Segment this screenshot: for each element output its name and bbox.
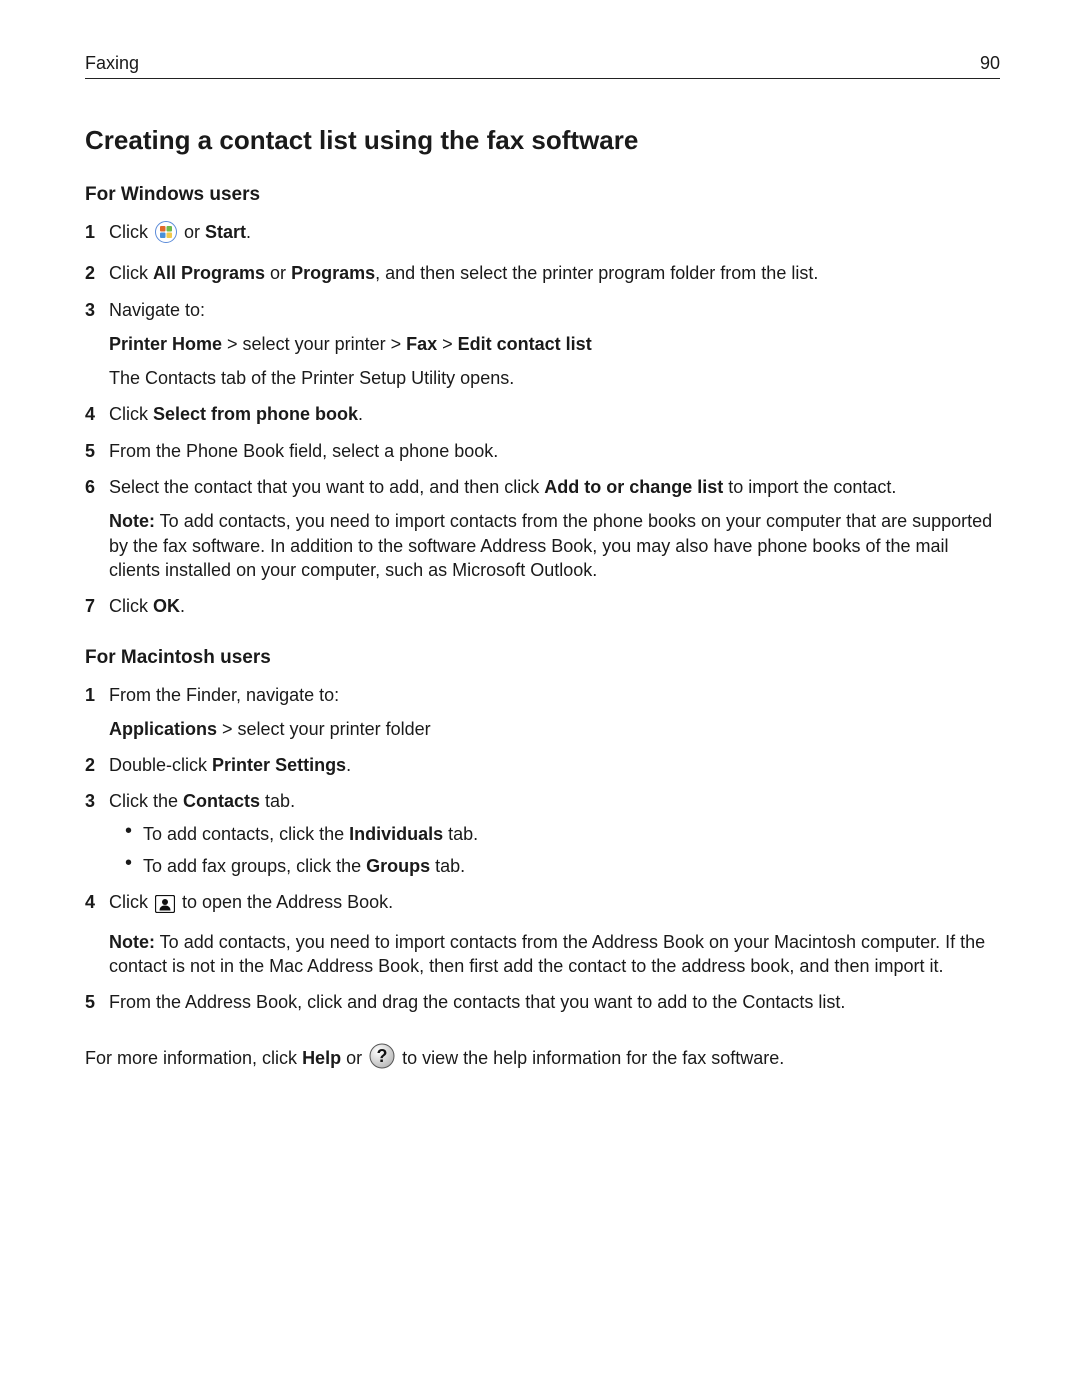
bullet-list: To add contacts, click the Individuals t… (125, 822, 1000, 879)
text-bold: Contacts (183, 791, 260, 811)
step-number: 4 (85, 890, 95, 914)
text-bold: Printer Home (109, 334, 222, 354)
windows-step-6: 6 Select the contact that you want to ad… (85, 475, 1000, 582)
text: Click (109, 596, 153, 616)
windows-step-2: 2 Click All Programs or Programs, and th… (85, 261, 1000, 285)
document-page: Faxing 90 Creating a contact list using … (0, 0, 1080, 1397)
text: or (341, 1048, 367, 1068)
text: From the Phone Book field, select a phon… (109, 441, 498, 461)
text: For more information, click (85, 1048, 302, 1068)
text: , and then select the printer program fo… (375, 263, 818, 283)
step-number: 1 (85, 683, 95, 707)
text: The Contacts tab of the Printer Setup Ut… (109, 366, 1000, 390)
text: > (437, 334, 458, 354)
text-bold: Fax (406, 334, 437, 354)
text-bold: Applications (109, 719, 217, 739)
text: > select your printer > (222, 334, 406, 354)
note-text: To add contacts, you need to import cont… (109, 932, 985, 976)
text: Click the (109, 791, 183, 811)
windows-heading: For Windows users (85, 184, 1000, 206)
text: tab. (260, 791, 295, 811)
text: . (246, 222, 251, 242)
breadcrumb-path: Applications > select your printer folde… (109, 717, 1000, 741)
text: Select the contact that you want to add,… (109, 477, 544, 497)
address-book-icon (155, 895, 175, 919)
text: or (179, 222, 205, 242)
text: Click (109, 222, 153, 242)
step-number: 2 (85, 753, 95, 777)
note-label: Note: (109, 511, 155, 531)
help-icon: ? (369, 1043, 395, 1076)
step-number: 2 (85, 261, 95, 285)
text-bold: Individuals (349, 824, 443, 844)
list-item: To add contacts, click the Individuals t… (125, 822, 1000, 846)
note-text: To add contacts, you need to import cont… (109, 511, 992, 580)
text: to import the contact. (723, 477, 896, 497)
text: To add contacts, click the (143, 824, 349, 844)
text-bold: Help (302, 1048, 341, 1068)
text: tab. (430, 856, 465, 876)
step-number: 5 (85, 990, 95, 1014)
step-number: 1 (85, 220, 95, 244)
windows-start-icon (155, 221, 177, 249)
svg-text:?: ? (377, 1046, 388, 1066)
text: Click (109, 892, 153, 912)
mac-steps: 1 From the Finder, navigate to: Applicat… (85, 683, 1000, 1015)
breadcrumb-path: Printer Home > select your printer > Fax… (109, 332, 1000, 356)
text: tab. (443, 824, 478, 844)
text: . (358, 404, 363, 424)
text-bold: Start (205, 222, 246, 242)
windows-step-4: 4 Click Select from phone book. (85, 402, 1000, 426)
text: . (346, 755, 351, 775)
windows-step-5: 5 From the Phone Book field, select a ph… (85, 439, 1000, 463)
text: or (265, 263, 291, 283)
windows-step-7: 7 Click OK. (85, 594, 1000, 618)
header-section: Faxing (85, 53, 139, 74)
note: Note: To add contacts, you need to impor… (109, 509, 1000, 582)
mac-step-1: 1 From the Finder, navigate to: Applicat… (85, 683, 1000, 742)
step-number: 4 (85, 402, 95, 426)
text: to view the help information for the fax… (397, 1048, 784, 1068)
mac-step-5: 5 From the Address Book, click and drag … (85, 990, 1000, 1014)
mac-step-3: 3 Click the Contacts tab. To add contact… (85, 789, 1000, 878)
windows-step-3: 3 Navigate to: Printer Home > select you… (85, 298, 1000, 391)
text-bold: Printer Settings (212, 755, 346, 775)
text: From the Finder, navigate to: (109, 685, 339, 705)
text: Double‑click (109, 755, 212, 775)
mac-step-4: 4 Click to open the Address Book. Note: … (85, 890, 1000, 978)
step-number: 3 (85, 789, 95, 813)
text-bold: Groups (366, 856, 430, 876)
text: to open the Address Book. (177, 892, 393, 912)
step-number: 5 (85, 439, 95, 463)
footer-info: For more information, click Help or ? to… (85, 1043, 1000, 1076)
step-number: 3 (85, 298, 95, 322)
text: . (180, 596, 185, 616)
text: > select your printer folder (217, 719, 431, 739)
mac-heading: For Macintosh users (85, 647, 1000, 669)
text-bold: Select from phone book (153, 404, 358, 424)
text-bold: All Programs (153, 263, 265, 283)
header-page-number: 90 (980, 53, 1000, 74)
text: Click (109, 263, 153, 283)
page-title: Creating a contact list using the fax so… (85, 125, 1000, 156)
text: Click (109, 404, 153, 424)
page-header: Faxing 90 (85, 53, 1000, 79)
text: Navigate to: (109, 300, 205, 320)
text-bold: Edit contact list (458, 334, 592, 354)
text: To add fax groups, click the (143, 856, 366, 876)
windows-steps: 1 Click or Start. 2 Click All Programs o… (85, 220, 1000, 619)
mac-step-2: 2 Double‑click Printer Settings. (85, 753, 1000, 777)
step-number: 7 (85, 594, 95, 618)
list-item: To add fax groups, click the Groups tab. (125, 854, 1000, 878)
note-label: Note: (109, 932, 155, 952)
text-bold: Programs (291, 263, 375, 283)
step-number: 6 (85, 475, 95, 499)
text: From the Address Book, click and drag th… (109, 992, 845, 1012)
note: Note: To add contacts, you need to impor… (109, 930, 1000, 979)
windows-step-1: 1 Click or Start. (85, 220, 1000, 249)
text-bold: OK (153, 596, 180, 616)
text-bold: Add to or change list (544, 477, 723, 497)
